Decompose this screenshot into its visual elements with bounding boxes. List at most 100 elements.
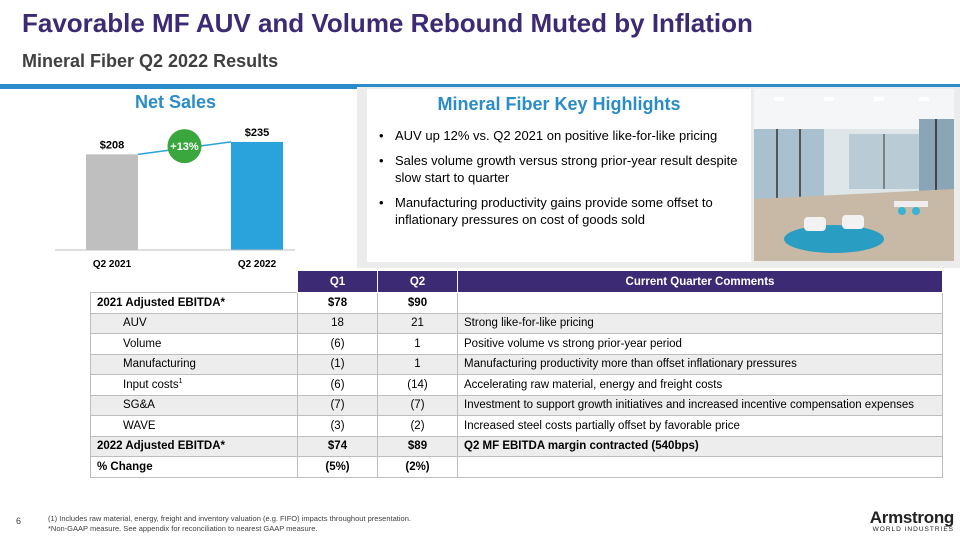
table-row: SG&A (7) (7) Investment to support growth i… [90,394,943,416]
q1-value: $74 [297,435,378,457]
table-row: 2022 Adjusted EBITDA* $74 $89 Q2 MF EBITDA … [90,435,943,457]
row-label: Volume [90,333,298,355]
row-comment [457,292,943,314]
q2-value: (2) [377,415,458,437]
footnotes: (1) Includes raw material, energy, freig… [48,514,411,534]
row-label: Manufacturing [90,353,298,375]
row-comment-text: Accelerating raw material, energy and fr… [464,378,723,391]
q2-value: $90 [377,292,458,314]
ebitda-bridge-table: Q1 Q2 Current Quarter Comments 2021 Adju… [90,270,943,478]
table-header-q1: Q1 [297,270,378,293]
row-label: 2021 Adjusted EBITDA* [90,292,298,314]
q2-value-text: (2%) [405,460,430,473]
row-comment: Investment to support growth initiatives… [457,394,943,416]
highlight-item: • Sales volume growth versus strong prior… [377,152,747,186]
table-header-q2: Q2 [377,270,458,293]
q1-value-text: 18 [331,317,344,330]
row-label-text: Input costs [123,379,179,392]
q2-value-text: $90 [407,296,428,309]
footnote-1: (1) Includes raw material, energy, freig… [48,514,411,523]
table-row: % Change (5%) (2%) [90,456,943,478]
highlight-text: AUV up 12% vs. Q2 2021 on positive like-… [395,128,718,143]
row-label: Input costs1 [90,374,298,396]
q1-value: $78 [297,292,378,314]
table-row: Volume (6) 1 Positive volume vs strong prio… [90,333,943,355]
logo-wordmark: Armstrong [869,508,955,527]
q1-value: (1) [297,353,378,375]
q1-value: (5%) [297,456,378,478]
highlights-list: • AUV up 12% vs. Q2 2021 on positive like… [377,127,747,236]
row-comment: Accelerating raw material, energy and fr… [457,374,943,396]
row-comment-text: Investment to support growth initiatives… [464,399,915,412]
q1-value-text: (3) [330,419,345,432]
row-comment: Increased steel costs partially offset b… [457,415,943,437]
page-title: Favorable MF AUV and Volume Rebound Mute… [22,8,753,38]
table-row: AUV 18 21 Strong like-for-like pricing [90,312,943,334]
q2-value: (2%) [377,456,458,478]
bar-data-label: $208 [100,139,124,151]
highlight-text: Manufacturing productivity gains provide… [395,195,713,227]
table-header-blank [91,271,298,293]
growth-annotation: +13% [170,141,199,153]
q2-value-text: 1 [414,337,421,350]
row-label-text: AUV [123,317,147,330]
row-label-text: % Change [97,460,153,473]
growth-badge [167,129,202,164]
footnote-marker: 1 [178,378,183,386]
q1-value-text: $78 [327,296,348,309]
row-label: WAVE [90,415,298,437]
row-label-text: Manufacturing [123,358,196,371]
q1-value-text: (7) [330,399,345,412]
q1-value: 18 [297,312,378,334]
highlights-title: Mineral Fiber Key Highlights [437,94,681,114]
table-row: Manufacturing (1) 1 Manufacturing productiv… [90,353,943,375]
row-label-text: Volume [123,337,162,350]
header-divider [0,84,960,89]
q1-value: (7) [297,394,378,416]
highlight-text: Sales volume growth versus strong prior-… [395,153,738,185]
office-interior-photo [754,89,954,261]
bullet-icon: • [379,128,384,143]
q1-value-text: (1) [330,358,345,371]
bar-data-label: $235 [245,127,269,139]
row-comment: Positive volume vs strong prior-year per… [457,333,943,355]
bar-q2-2021 [86,154,138,250]
x-tick-label: Q2 2021 [93,259,132,270]
q2-value: (7) [377,394,458,416]
q2-value: (14) [377,374,458,396]
armstrong-logo: Armstrong WORLD INDUSTRIES [858,508,955,533]
highlight-item: • AUV up 12% vs. Q2 2021 on positive like… [377,127,747,144]
bar-q2-2022 [231,141,283,250]
row-label: 2022 Adjusted EBITDA* [90,435,298,457]
q2-value-text: (2) [410,419,425,432]
q2-value-text: 1 [414,358,421,371]
footnote-2: *Non-GAAP measure. See appendix for reco… [48,524,318,533]
row-comment-text: Increased steel costs partially offset b… [464,419,740,432]
page-number: 6 [16,516,22,526]
row-label: % Change [90,456,298,478]
page-subtitle: Mineral Fiber Q2 2022 Results [22,51,279,71]
bullet-icon: • [379,153,384,168]
q2-value: 1 [377,333,458,355]
table-header-row: Q1 Q2 Current Quarter Comments [91,270,943,293]
table-row: Input costs1 (6) (14) Accelerating raw mate… [90,374,943,396]
row-comment-text: Positive volume vs strong prior-year per… [464,337,682,350]
q1-value-text: (5%) [325,460,350,473]
net-sales-chart: $208 Q2 2021 $235 Q2 2022 +13% [55,127,295,270]
q2-value-text: (14) [407,378,428,391]
logo-subtitle: WORLD INDUSTRIES [872,526,954,533]
table-header-comments: Current Quarter Comments [457,270,943,293]
chart-title: Net Sales [135,92,217,112]
row-label-text: 2022 Adjusted EBITDA* [97,440,226,453]
q2-value-text: (7) [410,399,425,412]
highlight-item: • Manufacturing productivity gains provid… [377,194,747,228]
q2-value-text: $89 [407,440,428,453]
table-row: 2021 Adjusted EBITDA* $78 $90 [90,292,943,314]
row-label: SG&A [90,394,298,416]
row-label-text: SG&A [123,399,155,412]
q1-value-text: (6) [330,378,345,391]
q1-value: (3) [297,415,378,437]
row-label-text: WAVE [123,419,156,432]
highlights-box: Mineral Fiber Key Highlights • AUV up 12%… [367,89,751,262]
row-comment: Strong like-for-like pricing [457,312,943,334]
